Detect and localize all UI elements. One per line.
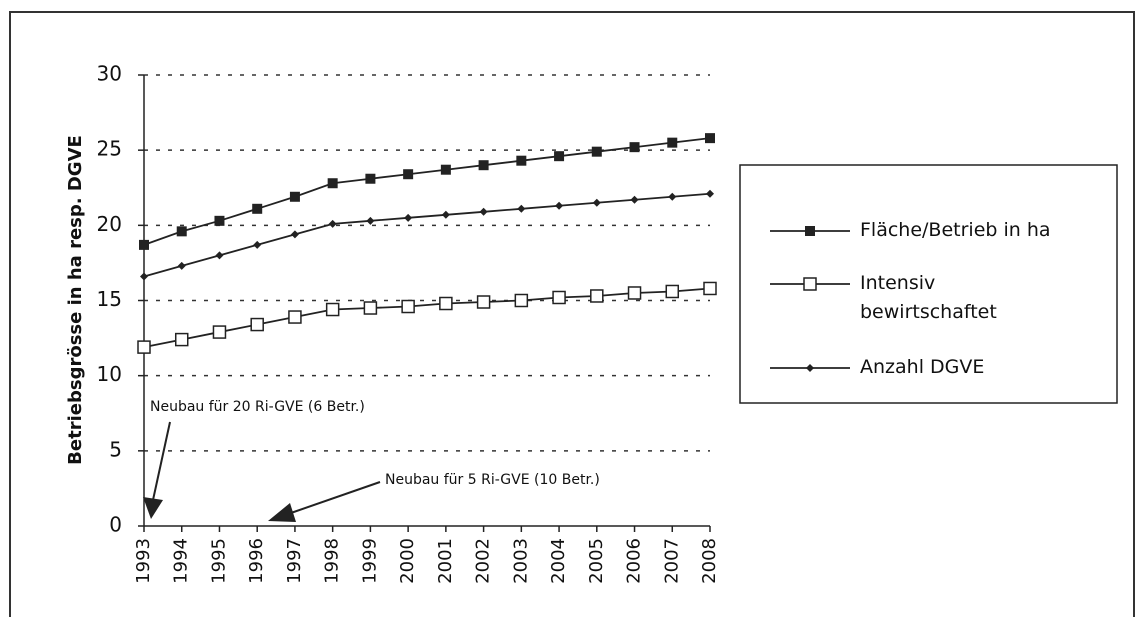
marker (174, 332, 189, 347)
y-tick-label: 15 (97, 287, 122, 311)
x-tick-label: 2000 (397, 538, 418, 584)
marker (706, 189, 714, 198)
marker (327, 178, 338, 189)
marker (554, 151, 565, 162)
x-tick-label: 1996 (246, 538, 267, 584)
x-tick-label: 2007 (661, 538, 682, 584)
marker (667, 137, 678, 148)
marker (514, 293, 529, 308)
marker (288, 310, 302, 324)
marker (214, 215, 225, 226)
marker (176, 226, 187, 237)
frame (9, 11, 1135, 621)
marker (590, 289, 604, 303)
x-tick-label: 1998 (322, 538, 343, 584)
marker (365, 173, 376, 184)
marker (139, 239, 149, 250)
x-tick-label: 2002 (473, 538, 494, 584)
marker (705, 133, 715, 144)
legend-label: Intensiv bewirtschaftet (860, 272, 997, 323)
series-line (143, 287, 711, 348)
x-tick-label: 2006 (624, 538, 645, 584)
x-tick-label: 2001 (435, 538, 456, 584)
arrow (287, 481, 381, 515)
marker (629, 142, 640, 153)
marker (517, 204, 526, 213)
x-tick-label: 1999 (359, 538, 380, 584)
marker (806, 364, 814, 372)
marker (630, 195, 639, 204)
marker (140, 272, 148, 281)
arrow-head (268, 503, 296, 522)
marker (439, 296, 453, 311)
marker (703, 281, 717, 296)
marker (803, 277, 817, 291)
arrow-head (143, 497, 163, 519)
marker (440, 164, 451, 175)
marker (478, 160, 489, 171)
marker (441, 210, 450, 219)
legend-label: Anzahl DGVE (860, 356, 985, 378)
y-tick-label: 5 (109, 437, 122, 461)
y-tick-label: 20 (97, 212, 122, 236)
series-line (143, 137, 711, 246)
marker (290, 230, 299, 239)
x-tick-label: 1994 (171, 538, 192, 584)
x-tick-label: 1997 (284, 538, 305, 584)
marker (363, 301, 378, 315)
marker (592, 198, 601, 207)
annotation: Neubau für 5 Ri-GVE (10 Betr.) (385, 472, 600, 488)
marker (555, 201, 564, 210)
x-tick-label: 1993 (133, 538, 154, 584)
marker (366, 216, 375, 225)
marker (668, 192, 677, 201)
x-tick-label: 2005 (586, 538, 607, 584)
y-tick-label: 30 (97, 62, 122, 86)
x-tick-label: 2003 (510, 538, 531, 584)
marker (252, 203, 263, 214)
x-tick-label: 2008 (699, 538, 720, 584)
y-axis-label: Betriebsgrösse in ha resp. DGVE (65, 135, 86, 465)
marker (552, 290, 566, 305)
y-tick-label: 25 (97, 137, 122, 161)
marker (627, 286, 642, 300)
marker (328, 219, 337, 228)
marker (215, 251, 224, 260)
marker (253, 240, 262, 249)
marker (250, 317, 264, 332)
arrow (152, 421, 171, 501)
marker (325, 302, 340, 317)
marker (516, 155, 527, 166)
marker (137, 340, 151, 354)
marker (177, 261, 186, 270)
marker (479, 207, 488, 216)
y-tick-label: 0 (109, 513, 122, 537)
marker (212, 325, 227, 339)
marker (476, 295, 491, 309)
marker (805, 226, 815, 236)
marker (665, 284, 680, 299)
y-tick-label: 10 (97, 362, 122, 386)
marker (401, 299, 415, 314)
x-tick-label: 2004 (548, 538, 569, 584)
series-line (143, 192, 711, 278)
marker (591, 146, 602, 157)
legend-label: Fläche/Betrieb in ha (860, 219, 1051, 241)
marker (403, 169, 414, 180)
annotation: Neubau für 20 Ri-GVE (6 Betr.) (150, 399, 365, 415)
marker (404, 213, 413, 222)
marker (289, 191, 300, 202)
x-tick-label: 1995 (208, 538, 229, 584)
